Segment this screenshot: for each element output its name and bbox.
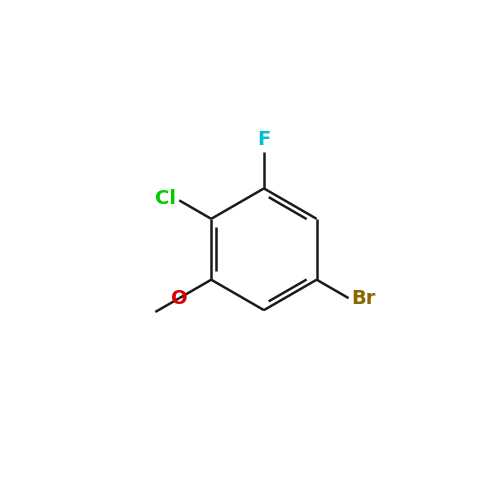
- Text: F: F: [257, 130, 271, 148]
- Text: Br: Br: [352, 289, 376, 308]
- Text: Cl: Cl: [155, 189, 176, 208]
- Text: O: O: [171, 289, 188, 308]
